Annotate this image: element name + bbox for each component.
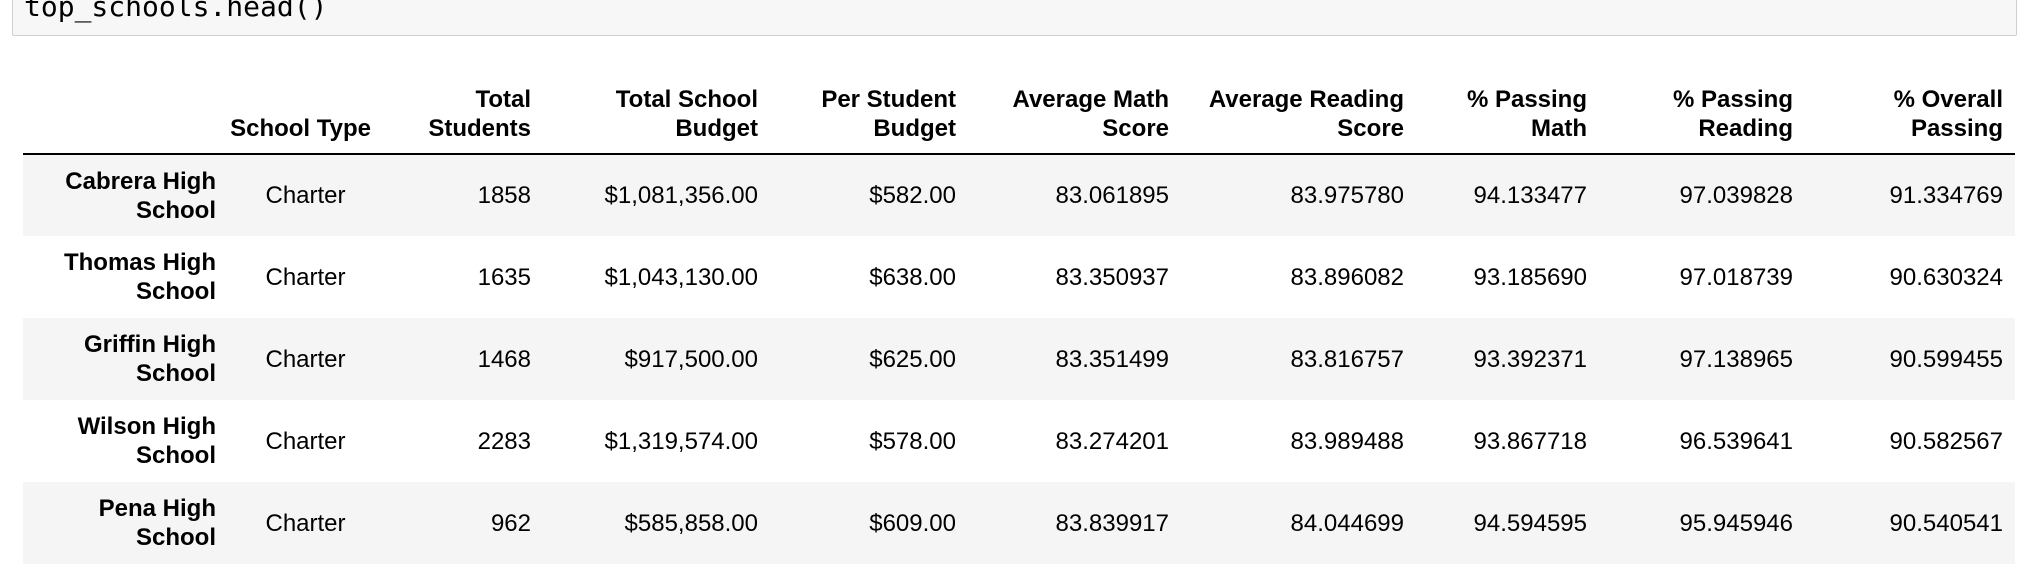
column-header-school-type: School Type xyxy=(228,80,383,155)
cell-total-school-budget: $585,858.00 xyxy=(624,509,758,537)
cell-total-students: 2283 xyxy=(477,427,531,455)
cell-passing-math: 93.867718 xyxy=(1473,427,1587,455)
cell-overall-passing: 91.334769 xyxy=(1889,182,2003,209)
cell-average-reading-score: 84.044699 xyxy=(1290,509,1404,537)
table-header-row: School Type Total Students Total School … xyxy=(23,80,2015,155)
table-row: Thomas High School Charter 1635 $1,043,130.… xyxy=(23,236,2015,318)
cell-passing-reading: 97.018739 xyxy=(1679,263,1793,291)
table-row: Wilson High School Charter 2283 $1,319,574.… xyxy=(23,400,2015,482)
cell-passing-math: 93.185690 xyxy=(1473,263,1587,291)
column-header-passing-reading: % Passing Reading xyxy=(1599,80,1805,155)
cell-passing-reading: 96.539641 xyxy=(1679,427,1793,455)
cell-per-student-budget: $582.00 xyxy=(869,182,956,209)
cell-total-students: 1858 xyxy=(477,182,531,209)
cell-passing-reading: 97.039828 xyxy=(1679,182,1793,209)
cell-average-math-score: 83.061895 xyxy=(1055,182,1169,209)
cell-average-math-score: 83.839917 xyxy=(1055,509,1169,537)
column-header-per-student-budget: Per Student Budget xyxy=(770,80,968,155)
column-header-index xyxy=(23,80,228,155)
row-index-label: Griffin High School xyxy=(84,331,216,387)
cell-per-student-budget: $625.00 xyxy=(869,345,956,373)
table-row: Pena High School Charter 962 $585,858.00 $60… xyxy=(23,482,2015,564)
cell-total-students: 1468 xyxy=(477,345,531,373)
cell-school-type: Charter xyxy=(265,345,346,373)
cell-average-math-score: 83.351499 xyxy=(1055,345,1169,373)
row-index-label: Wilson High School xyxy=(77,413,216,469)
cell-average-math-score: 83.274201 xyxy=(1055,427,1169,455)
column-header-passing-math: % Passing Math xyxy=(1416,80,1599,155)
cell-overall-passing: 90.630324 xyxy=(1889,263,2003,291)
cell-school-type: Charter xyxy=(265,182,346,209)
cell-passing-math: 94.594595 xyxy=(1473,509,1587,537)
row-index-label: Cabrera High School xyxy=(65,167,216,224)
cell-school-type: Charter xyxy=(265,509,346,537)
column-header-overall-passing: % Overall Passing xyxy=(1805,80,2015,155)
table-row: Cabrera High School Charter 1858 $1,081,356… xyxy=(23,154,2015,236)
column-header-total-students: Total Students xyxy=(383,80,543,155)
table-row: Griffin High School Charter 1468 $917,500.0… xyxy=(23,318,2015,400)
cell-per-student-budget: $578.00 xyxy=(869,427,956,455)
cell-passing-reading: 95.945946 xyxy=(1679,509,1793,537)
cell-passing-math: 94.133477 xyxy=(1473,182,1587,209)
cell-passing-reading: 97.138965 xyxy=(1679,345,1793,373)
cell-overall-passing: 90.540541 xyxy=(1889,509,2003,537)
cell-overall-passing: 90.599455 xyxy=(1889,345,2003,373)
cell-average-reading-score: 83.989488 xyxy=(1290,427,1404,455)
cell-average-math-score: 83.350937 xyxy=(1055,263,1169,291)
dataframe-table: School Type Total Students Total School … xyxy=(23,80,2015,564)
cell-average-reading-score: 83.816757 xyxy=(1290,345,1404,373)
cell-overall-passing: 90.582567 xyxy=(1889,427,2003,455)
cell-total-school-budget: $1,081,356.00 xyxy=(604,182,758,209)
cell-school-type: Charter xyxy=(265,427,346,455)
cell-total-school-budget: $1,319,574.00 xyxy=(604,427,758,455)
cell-school-type: Charter xyxy=(265,263,346,291)
cell-per-student-budget: $609.00 xyxy=(869,509,956,537)
cell-total-school-budget: $1,043,130.00 xyxy=(604,263,758,291)
cell-total-students: 1635 xyxy=(477,263,531,291)
cell-average-reading-score: 83.975780 xyxy=(1290,182,1404,209)
column-header-average-math-score: Average Math Score xyxy=(968,80,1181,155)
column-header-total-school-budget: Total School Budget xyxy=(543,80,770,155)
column-header-average-reading-score: Average Reading Score xyxy=(1181,80,1416,155)
cell-per-student-budget: $638.00 xyxy=(869,263,956,291)
cell-passing-math: 93.392371 xyxy=(1473,345,1587,373)
code-cell-input[interactable]: top_schools.head() xyxy=(12,0,2017,36)
cell-total-students: 962 xyxy=(490,509,531,537)
code-cell-source[interactable]: top_schools.head() xyxy=(24,0,328,23)
cell-total-school-budget: $917,500.00 xyxy=(624,345,758,373)
table-body: Cabrera High School Charter 1858 $1,081,356… xyxy=(23,154,2015,564)
cell-average-reading-score: 83.896082 xyxy=(1290,263,1404,291)
row-index-label: Pena High School xyxy=(98,495,216,551)
row-index-label: Thomas High School xyxy=(63,249,216,305)
